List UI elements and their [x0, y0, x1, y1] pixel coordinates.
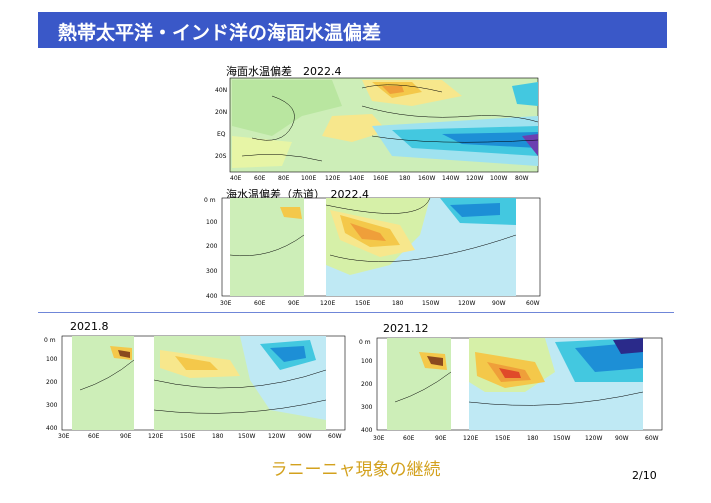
- lon-tick: 100E: [301, 175, 316, 182]
- lon-tick: 90E: [288, 300, 300, 307]
- lon-tick: 90E: [120, 433, 132, 440]
- subsurface-dec-label: 2021.12: [383, 322, 429, 335]
- lon-tick: 150W: [553, 435, 570, 442]
- subsurface-anomaly-apr: 0 m 100 200 300 400 30E 60E 90E 120E 150…: [204, 197, 541, 307]
- lon-tick: 90E: [435, 435, 447, 442]
- lon-tick: 90W: [615, 435, 629, 442]
- depth-tick: 0 m: [44, 337, 56, 344]
- lon-tick: 140W: [442, 175, 459, 182]
- lon-tick: 180: [212, 433, 224, 440]
- lon-tick: 100W: [490, 175, 507, 182]
- depth-tick: 100: [206, 219, 218, 226]
- slide-caption: ラニーニャ現象の継続: [270, 460, 441, 480]
- lon-tick: 120W: [458, 300, 475, 307]
- lon-tick: 160E: [373, 175, 388, 182]
- lon-tick: 180: [392, 300, 404, 307]
- depth-tick: 200: [206, 243, 218, 250]
- lon-tick: 80E: [278, 175, 290, 182]
- lon-tick: 120W: [268, 433, 285, 440]
- lon-tick: 60W: [645, 435, 659, 442]
- subsurface-anomaly-dec: 0 m 100 200 300 400 30E 60E 90E 120E 150…: [359, 337, 663, 442]
- lon-tick: 30E: [58, 433, 70, 440]
- depth-tick: 0 m: [359, 339, 371, 346]
- lon-tick: 60E: [88, 433, 100, 440]
- lon-tick: 60W: [526, 300, 540, 307]
- lon-tick: 120E: [325, 175, 340, 182]
- lon-tick: 140E: [349, 175, 364, 182]
- depth-tick: 0 m: [204, 197, 216, 204]
- lon-tick: 30E: [373, 435, 385, 442]
- lon-tick: 150E: [355, 300, 370, 307]
- lon-tick: 60W: [328, 433, 342, 440]
- depth-tick: 300: [46, 402, 58, 409]
- depth-tick: 400: [206, 293, 218, 300]
- lon-tick: 160W: [418, 175, 435, 182]
- depth-tick: 300: [206, 268, 218, 275]
- lon-tick: 40E: [230, 175, 242, 182]
- depth-tick: 200: [361, 381, 373, 388]
- lat-tick: 20S: [215, 153, 227, 160]
- subsurface-aug-label: 2021.8: [70, 320, 109, 333]
- lon-tick: 150E: [495, 435, 510, 442]
- section-divider: [38, 312, 674, 313]
- slide-title-bar: 熱帯太平洋・インド洋の海面水温偏差: [38, 12, 667, 48]
- lon-tick: 120E: [320, 300, 335, 307]
- depth-tick: 200: [46, 379, 58, 386]
- lat-tick: 40N: [215, 87, 227, 94]
- lat-tick: EQ: [217, 131, 226, 138]
- lon-tick: 120E: [148, 433, 163, 440]
- lon-tick: 30E: [220, 300, 232, 307]
- depth-tick: 400: [46, 425, 58, 432]
- lon-tick: 90W: [492, 300, 506, 307]
- depth-tick: 100: [46, 356, 58, 363]
- lon-tick: 60E: [403, 435, 415, 442]
- depth-tick: 400: [361, 427, 373, 434]
- lon-tick: 120W: [466, 175, 483, 182]
- subsurface-anomaly-aug: 0 m 100 200 300 400 30E 60E 90E 120E 150…: [44, 335, 346, 440]
- lon-tick: 150W: [422, 300, 439, 307]
- lon-tick: 80W: [515, 175, 529, 182]
- lon-tick: 120W: [585, 435, 602, 442]
- lon-tick: 60E: [254, 175, 266, 182]
- depth-tick: 300: [361, 404, 373, 411]
- lon-tick: 150E: [180, 433, 195, 440]
- page-number: 2/10: [632, 469, 657, 482]
- depth-tick: 100: [361, 358, 373, 365]
- lat-tick: 20N: [215, 109, 227, 116]
- sst-anomaly-map: 40N 20N EQ 20S 40E 60E 80E 100E 120E 140…: [215, 77, 539, 182]
- lon-tick: 60E: [254, 300, 266, 307]
- slide-title: 熱帯太平洋・インド洋の海面水温偏差: [58, 22, 382, 44]
- lon-tick: 180: [527, 435, 539, 442]
- lon-tick: 120E: [463, 435, 478, 442]
- sst-map-label: 海面水温偏差 2022.4: [226, 65, 342, 78]
- lon-tick: 90W: [298, 433, 312, 440]
- lon-tick: 180: [399, 175, 411, 182]
- lon-tick: 150W: [238, 433, 255, 440]
